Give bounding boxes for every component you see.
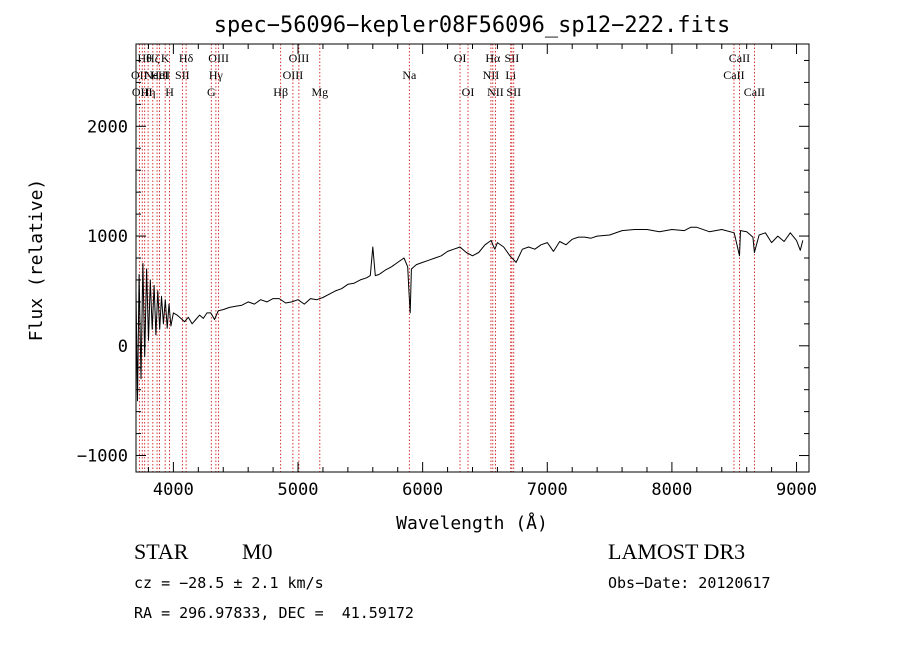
marker-label: Hη	[141, 85, 156, 99]
series-line-flux	[135, 226, 804, 402]
marker-label: NeIII	[144, 68, 170, 82]
marker-label: OIII	[283, 68, 304, 82]
x-tick-label: 5000	[278, 480, 319, 500]
marker-label: K	[161, 51, 170, 65]
marker-label: CaII	[729, 51, 750, 65]
survey-name: LAMOST DR3	[608, 539, 746, 564]
object-subclass: M0	[242, 539, 273, 564]
marker-label: CaII	[723, 68, 744, 82]
y-tick-label: 2000	[87, 117, 128, 137]
marker-label: OI	[462, 85, 475, 99]
y-axis-label: Flux (relative)	[26, 179, 47, 342]
marker-label: Li	[505, 68, 516, 82]
marker-label: Hδ	[179, 51, 194, 65]
marker-label: Hα	[485, 51, 501, 65]
y-tick-label: 0	[118, 337, 128, 357]
marker-label: OIII	[132, 85, 153, 99]
marker-label: G	[207, 85, 216, 99]
chart-title: spec−56096−kepler08F56096_sp12−222.fits	[214, 13, 731, 38]
marker-label: OIII	[289, 51, 310, 65]
obs-date-text: Obs−Date: 20120617	[608, 574, 771, 592]
x-tick-label: 8000	[651, 480, 692, 500]
x-tick-label: 7000	[527, 480, 568, 500]
marker-label: HeI	[151, 68, 169, 82]
y-axis: −1000 0 1000 2000	[77, 59, 809, 467]
marker-label: Hζ	[146, 51, 160, 65]
x-axis-label: Wavelength (Å)	[396, 512, 548, 534]
marker-label: OI	[454, 51, 467, 65]
marker-label: Na	[402, 68, 417, 82]
marker-label: OII	[131, 68, 148, 82]
object-class: STAR	[134, 539, 189, 564]
marker-label: SII	[505, 51, 520, 65]
spectral-line-markers: OIIOIIIHθHηHζNeIIIHeIKHSIIHδGHγOIIIHβOII…	[131, 44, 765, 472]
x-tick-label: 6000	[402, 480, 443, 500]
marker-label: Hθ	[138, 51, 153, 65]
coordinates-text: RA = 296.97833, DEC = 41.59172	[134, 604, 414, 622]
redshift-text: cz = −28.5 ± 2.1 km/s	[134, 574, 324, 592]
x-tick-label: 4000	[153, 480, 194, 500]
marker-label: SII	[175, 68, 190, 82]
y-tick-label: 1000	[87, 227, 128, 247]
flux-series	[135, 226, 804, 402]
marker-label: Hβ	[273, 85, 288, 99]
marker-label: Mg	[311, 85, 328, 99]
x-axis: 4000 5000 6000 7000 8000 9000	[147, 44, 817, 500]
x-tick-label: 9000	[776, 480, 817, 500]
marker-label: SII	[506, 85, 521, 99]
marker-label: Hγ	[209, 68, 224, 82]
y-tick-label: −1000	[77, 447, 128, 467]
marker-label: NII	[483, 68, 500, 82]
marker-label: NII	[487, 85, 504, 99]
plot-frame	[135, 43, 810, 473]
marker-label: OIII	[208, 51, 229, 65]
marker-label: H	[165, 85, 174, 99]
marker-label: CaII	[744, 85, 765, 99]
